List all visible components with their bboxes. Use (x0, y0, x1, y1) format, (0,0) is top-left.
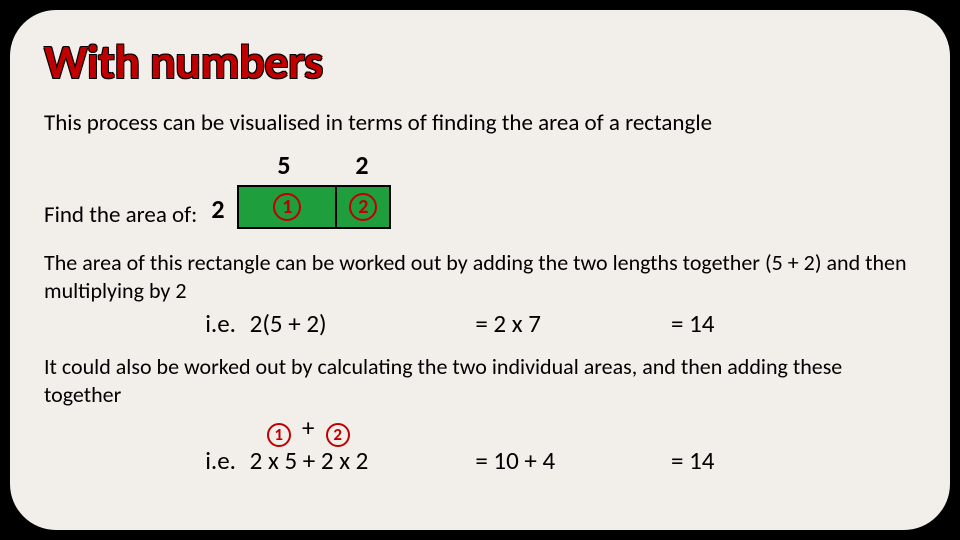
eq2-mid: = 10 + 4 (475, 445, 665, 476)
rect-part-1: 1 (237, 185, 337, 229)
eq1-mid: = 2 x 7 (475, 308, 665, 339)
side-label: 2 (211, 193, 224, 225)
equation-2: i.e. 2 x 5 + 2 x 2 = 10 + 4 = 14 (44, 445, 916, 476)
eq2-expr: 2 x 5 + 2 x 2 (250, 445, 470, 476)
paragraph-2: It could also be worked out by calculati… (44, 353, 916, 408)
rectangle-diagram: 2 5 1 2 2 (237, 149, 457, 235)
intro-text: This process can be visualised in terms … (44, 109, 916, 137)
top-label-2: 2 (355, 149, 368, 181)
find-area-label: Find the area of: (44, 201, 197, 235)
diagram-row: Find the area of: 2 5 1 2 2 (44, 149, 916, 235)
equation-1: i.e. 2(5 + 2) = 2 x 7 = 14 (44, 308, 916, 339)
top-label-1: 5 (277, 149, 290, 181)
slide-title: With numbers (44, 32, 916, 91)
slide: With numbers This process can be visuali… (10, 10, 950, 530)
circle-1-icon: 1 (267, 423, 291, 447)
eq1-expr: 2(5 + 2) (250, 308, 470, 339)
circle-2-icon: 2 (349, 193, 377, 221)
eq2-ie: i.e. (44, 445, 244, 476)
circle-2-icon: 2 (326, 423, 350, 447)
circles-plus-row: 1 + 2 (44, 412, 916, 447)
paragraph-1: The area of this rectangle can be worked… (44, 249, 916, 304)
eq1-ie: i.e. (44, 308, 244, 339)
rect-part-2: 2 (335, 185, 391, 229)
plus-op: + (302, 412, 314, 443)
eq2-res: = 14 (671, 445, 791, 476)
circle-1-icon: 1 (273, 193, 301, 221)
eq1-res: = 14 (671, 308, 791, 339)
plus-circles: 1 + 2 (250, 412, 470, 447)
